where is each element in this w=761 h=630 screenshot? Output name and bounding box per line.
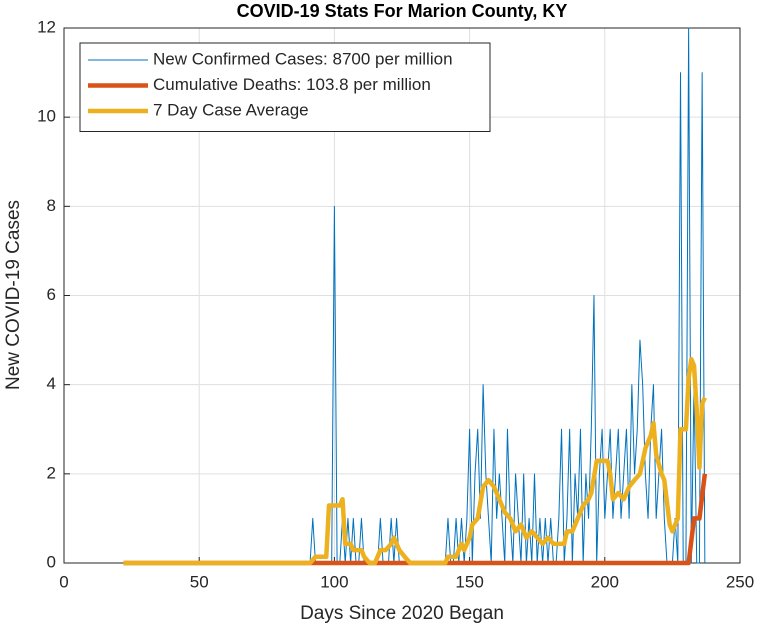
y-tick-label: 12 [37,17,56,36]
x-tick-label: 100 [320,572,348,591]
x-tick-label: 200 [591,572,619,591]
x-tick-label: 0 [59,572,68,591]
x-tick-label: 250 [726,572,754,591]
y-tick-label: 2 [47,463,56,482]
legend-label: Cumulative Deaths: 103.8 per million [153,75,431,94]
y-tick-label: 6 [47,285,56,304]
y-tick-label: 8 [47,196,56,215]
x-tick-label: 50 [190,572,209,591]
legend-box [79,42,491,132]
y-tick-label: 0 [47,552,56,571]
legend-label: New Confirmed Cases: 8700 per million [153,49,453,68]
x-axis-label: Days Since 2020 Began [300,603,504,624]
x-tick-label: 150 [455,572,483,591]
y-axis-label: New COVID-19 Cases [3,200,24,390]
legend-label: 7 Day Case Average [153,100,309,119]
data-line [123,473,708,566]
data-line [123,357,707,566]
y-tick-label: 10 [37,107,56,126]
chart-title: COVID-19 Stats For Marion County, KY [237,1,568,21]
legend: New Confirmed Cases: 8700 per million Cum… [79,42,491,132]
y-tick-label: 4 [47,374,56,393]
